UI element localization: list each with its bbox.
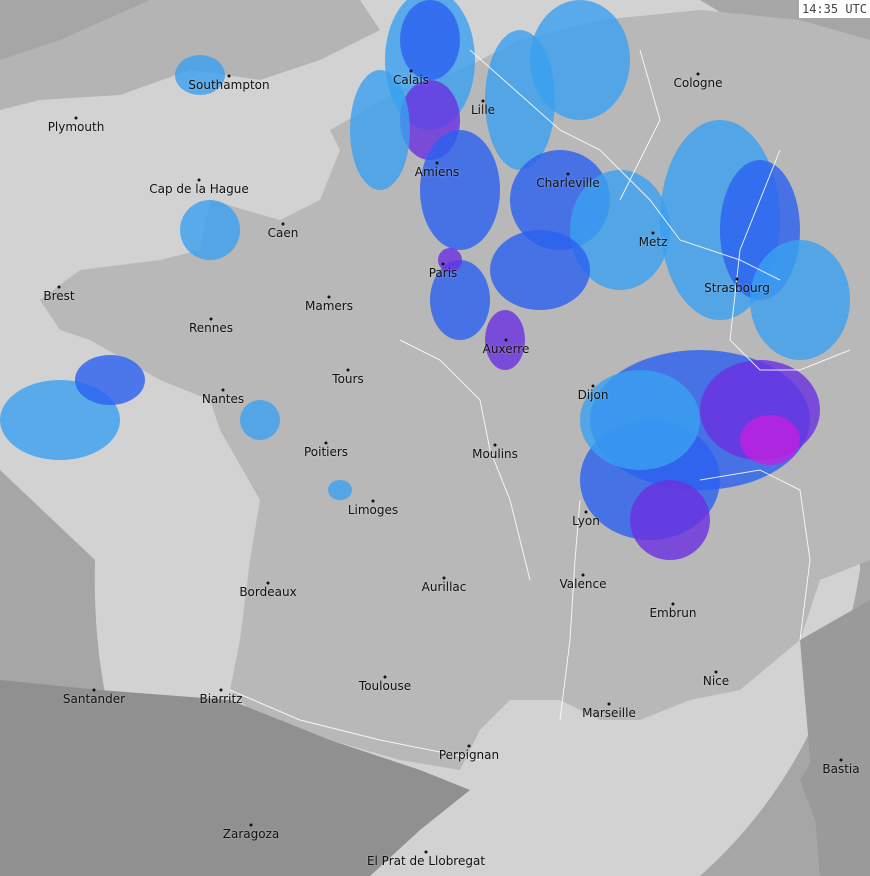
city-marker	[197, 178, 201, 182]
city-marker	[57, 285, 61, 289]
city-label: Nice	[702, 674, 730, 688]
city-label: Plymouth	[47, 120, 105, 134]
city-marker	[324, 441, 328, 445]
rain-cell	[400, 0, 460, 80]
city-label: Paris	[428, 266, 458, 280]
city-marker	[651, 231, 655, 235]
city-label: Zaragoza	[222, 827, 280, 841]
city-label: Cologne	[673, 76, 723, 90]
city-marker	[696, 72, 700, 76]
city-marker	[219, 688, 223, 692]
rain-cell	[175, 55, 225, 95]
rain-cell	[630, 480, 710, 560]
city-label: Auxerre	[482, 342, 530, 356]
city-marker	[467, 744, 471, 748]
city-marker	[504, 338, 508, 342]
city-marker	[671, 602, 675, 606]
city-label: Biarritz	[199, 692, 243, 706]
city-label: Poitiers	[303, 445, 349, 459]
rain-cell	[75, 355, 145, 405]
city-label: Toulouse	[358, 679, 412, 693]
city-label: Calais	[392, 73, 430, 87]
city-marker	[481, 99, 485, 103]
city-marker	[581, 573, 585, 577]
city-marker	[735, 277, 739, 281]
rain-cell	[570, 170, 670, 290]
city-label: Moulins	[472, 447, 518, 461]
city-marker	[424, 850, 428, 854]
city-marker	[584, 510, 588, 514]
city-marker	[607, 702, 611, 706]
rain-cell	[740, 415, 800, 465]
city-marker	[266, 581, 270, 585]
rain-cell	[240, 400, 280, 440]
city-label: Amiens	[414, 165, 460, 179]
rain-cell	[750, 240, 850, 360]
city-label: Strasbourg	[704, 281, 770, 295]
city-marker	[493, 443, 497, 447]
city-marker	[227, 74, 231, 78]
land-uk	[0, 0, 380, 110]
rain-cell	[530, 0, 630, 120]
city-marker	[209, 317, 213, 321]
city-label: Lille	[470, 103, 496, 117]
city-marker	[839, 758, 843, 762]
city-marker	[327, 295, 331, 299]
city-marker	[221, 388, 225, 392]
city-marker	[442, 576, 446, 580]
city-marker	[714, 670, 718, 674]
city-label: Tours	[332, 372, 364, 386]
city-label: Perpignan	[438, 748, 500, 762]
rain-cell	[328, 480, 352, 500]
city-marker	[591, 384, 595, 388]
city-label: Valence	[559, 577, 607, 591]
rain-cell	[490, 230, 590, 310]
city-label: Cap de la Hague	[149, 182, 249, 196]
city-marker	[383, 675, 387, 679]
city-label: Mamers	[305, 299, 353, 313]
land-spain	[0, 680, 470, 876]
city-marker	[409, 69, 413, 73]
city-marker	[74, 116, 78, 120]
city-label: Dijon	[577, 388, 609, 402]
city-label: Brest	[43, 289, 75, 303]
city-label: Southampton	[188, 78, 270, 92]
timestamp: 14:35 UTC	[798, 0, 870, 18]
city-label: Charleville	[536, 176, 600, 190]
city-label: Bastia	[822, 762, 860, 776]
city-label: Rennes	[188, 321, 234, 335]
city-label: Santander	[62, 692, 126, 706]
city-label: Limoges	[347, 503, 399, 517]
city-marker	[346, 368, 350, 372]
borders	[229, 49, 851, 761]
rain-cell	[180, 200, 240, 260]
city-label: Nantes	[201, 392, 245, 406]
city-label: Bordeaux	[239, 585, 297, 599]
city-marker	[435, 161, 439, 165]
city-label: Lyon	[572, 514, 600, 528]
city-marker	[441, 262, 445, 266]
rain-cell	[350, 70, 410, 190]
city-label: Metz	[638, 235, 668, 249]
city-label: Aurillac	[421, 580, 467, 594]
city-label: Caen	[267, 226, 299, 240]
rain-cell	[580, 370, 700, 470]
city-marker	[249, 823, 253, 827]
land-italy-corsica	[800, 600, 870, 876]
city-label: Marseille	[582, 706, 636, 720]
city-label: Embrun	[649, 606, 697, 620]
city-marker	[566, 172, 570, 176]
rain-cell	[420, 130, 500, 250]
precipitation-layer	[0, 0, 850, 560]
city-marker	[92, 688, 96, 692]
city-label: El Prat de Llobregat	[366, 854, 486, 868]
rain-cell	[438, 248, 462, 272]
city-marker	[371, 499, 375, 503]
city-marker	[281, 222, 285, 226]
rain-cell	[430, 260, 490, 340]
